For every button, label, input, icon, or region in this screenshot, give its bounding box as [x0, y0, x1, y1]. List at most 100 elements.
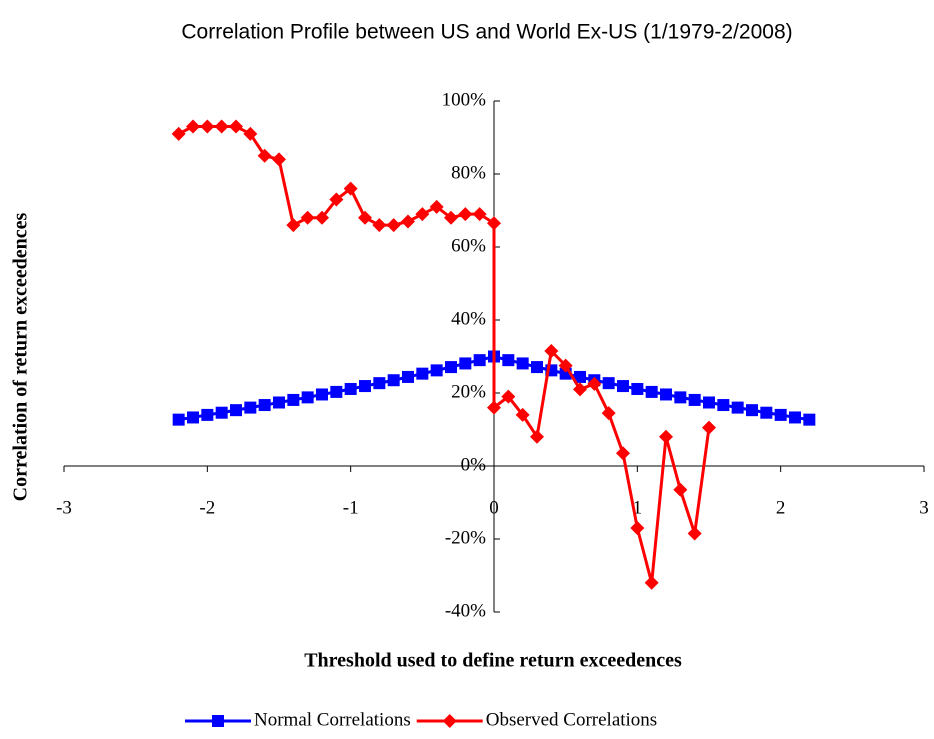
marker [645, 385, 658, 398]
marker [687, 526, 702, 541]
marker [186, 119, 200, 134]
marker [544, 344, 559, 359]
marker [803, 413, 816, 426]
marker [429, 199, 444, 214]
series-line [177, 125, 711, 584]
marker [444, 210, 458, 225]
marker [660, 388, 672, 401]
y-tick-label: 80% [451, 162, 486, 183]
marker [688, 393, 701, 406]
marker [230, 404, 242, 417]
marker [702, 420, 716, 435]
marker [258, 399, 271, 412]
marker [401, 214, 415, 229]
marker [487, 400, 501, 415]
marker [372, 218, 387, 233]
marker [530, 429, 544, 444]
marker [501, 389, 516, 404]
marker [789, 411, 801, 424]
marker [358, 210, 372, 225]
marker [631, 382, 644, 395]
marker [674, 391, 687, 404]
marker [442, 714, 457, 728]
y-tick-label: 0% [461, 454, 487, 475]
marker [760, 406, 773, 419]
marker [272, 152, 286, 167]
marker [229, 119, 243, 134]
x-tick-label: 1 [633, 497, 643, 518]
marker [644, 575, 659, 590]
marker [602, 377, 615, 390]
marker [746, 404, 758, 417]
marker [315, 210, 329, 225]
x-tick-label: -2 [199, 497, 215, 518]
y-tick-label: -40% [445, 600, 486, 621]
marker [731, 401, 744, 414]
marker [703, 396, 715, 409]
marker [301, 391, 314, 404]
marker [300, 210, 315, 225]
x-axis-title: Threshold used to define return exceeden… [304, 650, 682, 672]
marker [473, 354, 486, 367]
marker [515, 407, 530, 422]
x-tick-label: -1 [343, 497, 359, 518]
y-tick-label: -20% [445, 527, 486, 548]
marker [286, 218, 301, 233]
marker [244, 401, 257, 414]
y-axis-title: Correlation of return exceedences [10, 212, 32, 501]
marker [387, 374, 400, 387]
marker [459, 357, 472, 370]
x-tick-label: 3 [919, 497, 929, 518]
marker [201, 408, 214, 421]
y-tick-label: 100% [442, 89, 487, 110]
marker [200, 119, 215, 134]
marker [458, 207, 473, 222]
marker [415, 207, 430, 222]
marker [587, 376, 602, 391]
marker [430, 364, 443, 377]
marker [630, 521, 645, 536]
x-tick-label: 0 [489, 497, 499, 518]
marker [416, 367, 429, 380]
marker [717, 399, 730, 412]
marker [487, 216, 501, 231]
marker [617, 380, 629, 393]
marker [215, 406, 228, 419]
marker [659, 429, 673, 444]
marker [445, 361, 457, 374]
x-tick-label: -3 [56, 497, 72, 518]
marker [516, 357, 529, 370]
marker [330, 385, 343, 398]
marker [171, 126, 186, 141]
marker [774, 408, 787, 421]
legend-label: Observed Correlations [486, 709, 657, 730]
marker [212, 715, 224, 727]
marker [287, 393, 300, 406]
marker [502, 354, 515, 367]
y-tick-label: 40% [451, 308, 486, 329]
marker [402, 370, 414, 383]
marker [329, 192, 344, 207]
marker [472, 207, 487, 222]
marker [316, 388, 328, 401]
marker [373, 377, 386, 390]
x-tick-label: 2 [776, 497, 786, 518]
marker [558, 358, 573, 373]
chart-title: Correlation Profile between US and World… [181, 21, 792, 44]
marker [344, 382, 357, 395]
marker [172, 413, 185, 426]
y-tick-label: 20% [451, 381, 486, 402]
marker [601, 406, 616, 421]
marker [359, 380, 371, 393]
marker [257, 148, 272, 163]
marker [531, 361, 543, 374]
marker [616, 446, 630, 461]
marker [673, 482, 688, 497]
marker [573, 382, 587, 397]
marker [574, 370, 586, 383]
marker [386, 218, 401, 233]
y-tick-label: 60% [451, 235, 486, 256]
marker [343, 181, 358, 196]
marker [187, 411, 199, 424]
